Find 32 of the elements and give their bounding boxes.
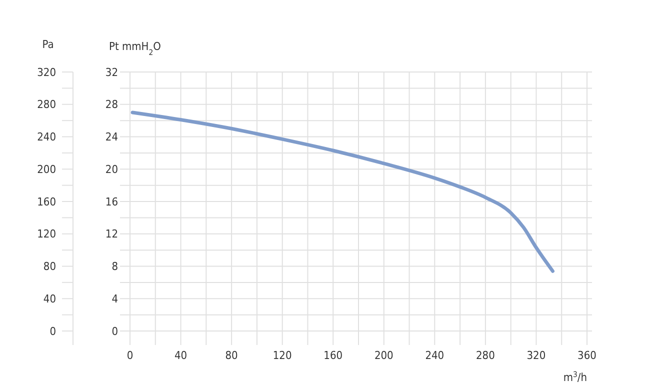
x-tick-label: 280: [476, 349, 495, 362]
y-tick-label: 12: [105, 228, 118, 241]
y2-tick-label: 120: [37, 228, 56, 241]
y-axis-title: Pt mmH$_{2}$O: [109, 40, 162, 56]
line-series: [130, 110, 554, 273]
x-tick-label: 120: [272, 349, 292, 362]
y-tick-label: 20: [105, 162, 118, 176]
y2-tick-label: 240: [37, 130, 56, 144]
y-tick-label: 8: [112, 260, 118, 274]
y2-tick-label: 280: [37, 98, 56, 112]
y2-tick-label: 320: [37, 66, 56, 79]
x-tick-label: 0: [126, 349, 134, 362]
y2-tick-label: 160: [37, 195, 56, 208]
x-tick-label: 80: [225, 349, 238, 362]
y-tick-label: 24: [105, 130, 118, 144]
x-axis-title: m$^{3}$/h: [563, 370, 587, 384]
x-tick-label: 40: [174, 349, 188, 362]
y-tick-label: 32: [105, 66, 118, 79]
x-tick-label: 200: [374, 349, 394, 362]
x-tick-label: 240: [425, 349, 444, 362]
y-tick-label: 28: [105, 98, 118, 112]
y2-tick-label: 40: [43, 292, 56, 306]
y-tick-label: 16: [105, 195, 118, 208]
y2-axis-title: Pa: [42, 38, 54, 51]
y2-tick-label: 0: [50, 324, 56, 338]
x-tick-label: 360: [578, 349, 596, 362]
y2-tick-label: 200: [37, 162, 56, 176]
y-tick-label: 0: [112, 324, 118, 338]
x-tick-label: 320: [526, 349, 546, 362]
y-tick-label: 4: [112, 292, 118, 306]
x-tick-label: 160: [324, 349, 343, 362]
y2-tick-label: 80: [43, 260, 56, 274]
